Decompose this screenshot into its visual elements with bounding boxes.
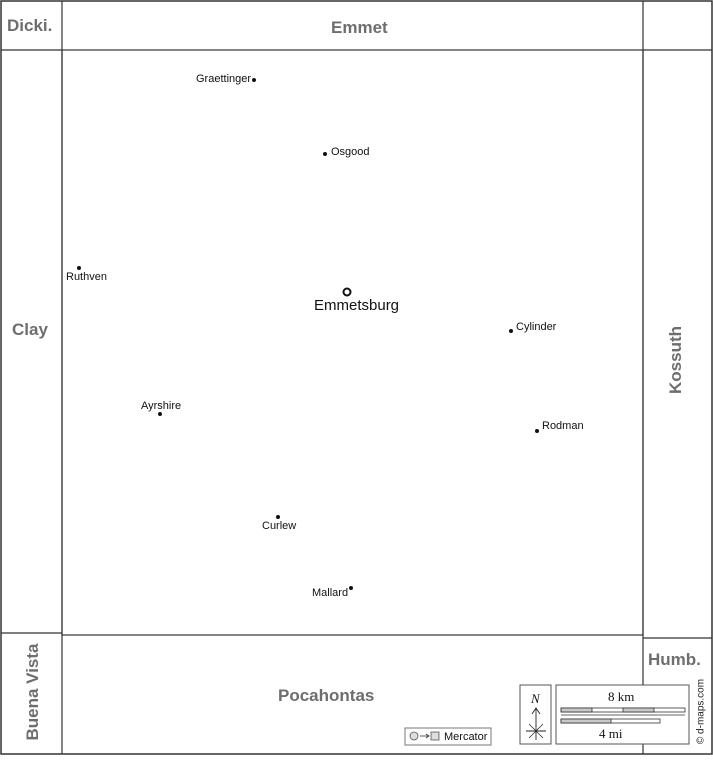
town-dot-curlew <box>276 515 280 519</box>
compass-north-label: N <box>531 691 540 706</box>
county-boundary <box>61 49 644 636</box>
county-label-south: Pocahontas <box>278 686 375 705</box>
scale-km-label: 8 km <box>608 689 635 704</box>
town-label-osgood: Osgood <box>331 146 370 158</box>
town-dot-cylinder <box>509 329 513 333</box>
county-label-northwest: Dicki. <box>7 16 53 35</box>
town-dot-ayrshire <box>158 412 162 416</box>
town-label-graettinger: Graettinger <box>196 73 252 85</box>
credit-label: © d-maps.com <box>695 678 707 745</box>
county-label-southwest: Buena Vista <box>23 643 42 741</box>
town-label-rodman: Rodman <box>542 420 584 432</box>
county-seat-label: Emmetsburg <box>314 297 400 314</box>
scale-mi-label: 4 mi <box>599 726 623 741</box>
scale-box <box>555 684 690 745</box>
county-label-east: Kossuth <box>666 326 685 394</box>
county-seat-symbol <box>342 287 352 297</box>
projection-label: Mercator <box>444 731 488 743</box>
county-label-southeast: Humb. <box>648 650 701 669</box>
town-dot-ruthven <box>77 266 81 270</box>
county-label-north: Emmet <box>331 18 388 37</box>
town-label-ruthven: Ruthven <box>66 271 107 283</box>
projection-legend-box <box>404 727 492 746</box>
town-dot-osgood <box>323 152 327 156</box>
town-dot-rodman <box>535 429 539 433</box>
town-label-cylinder: Cylinder <box>516 321 557 333</box>
county-label-west: Clay <box>12 320 48 339</box>
town-dot-graettinger <box>252 78 256 82</box>
town-label-curlew: Curlew <box>262 520 297 532</box>
compass-box <box>519 684 552 745</box>
town-label-mallard: Mallard <box>312 587 349 599</box>
town-dot-mallard <box>349 586 353 590</box>
town-label-ayrshire: Ayrshire <box>141 400 182 412</box>
